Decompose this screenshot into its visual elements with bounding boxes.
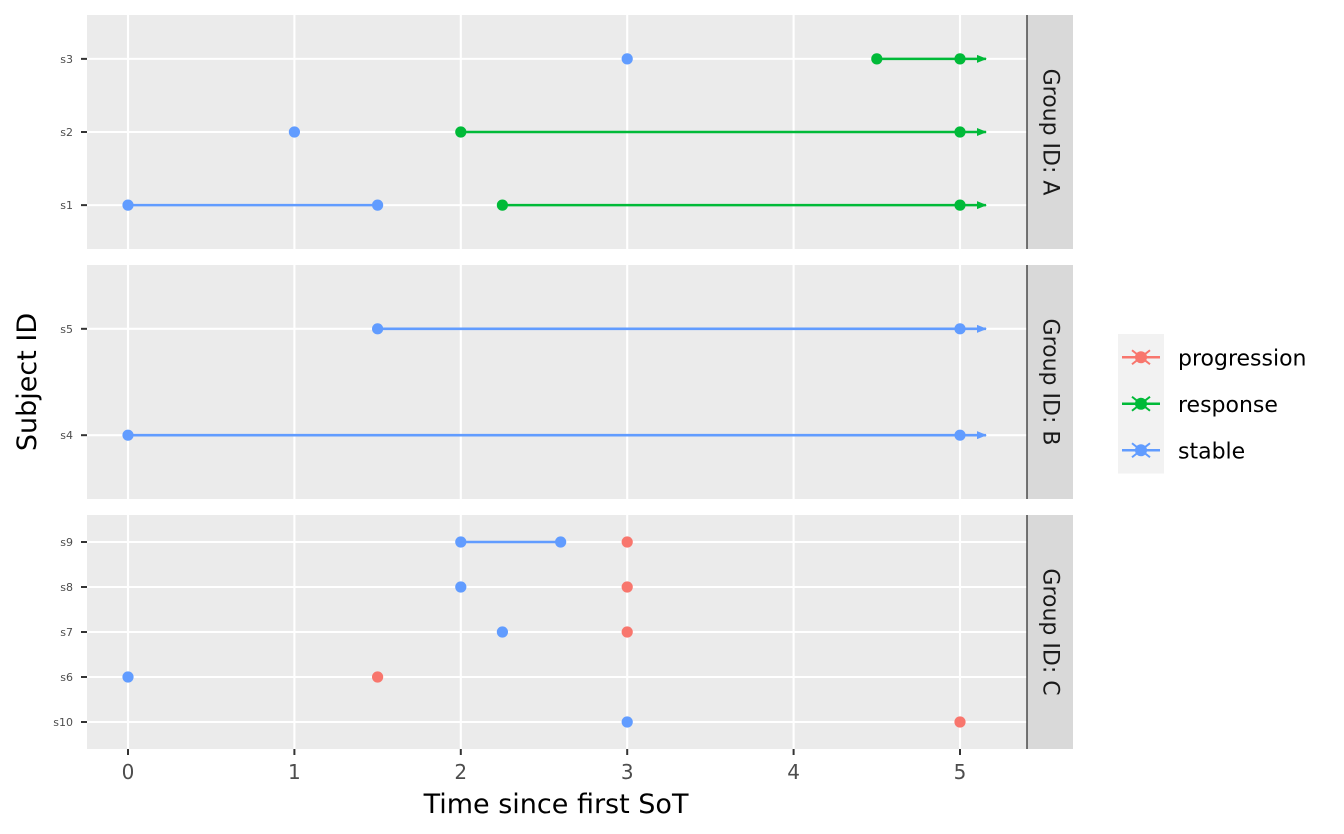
legend-key-point [1135,351,1147,364]
data-point [122,199,134,211]
legend-item-stable: stable [1118,427,1245,474]
y-tick-label: s9 [60,536,73,549]
facet-panel: s4 s5 Group ID: B [60,265,1073,499]
data-point [954,199,966,211]
legend-label: progression [1178,346,1307,371]
data-point [954,323,966,335]
facet-strip-label: Group ID: A [1038,69,1063,196]
facet-strip [1027,15,1073,249]
data-point [621,716,633,728]
y-tick-label: s6 [60,671,73,684]
panel-background [87,265,1027,499]
y-tick-label: s8 [60,581,73,594]
x-tick-label: 2 [454,760,467,784]
legend-key-point [1135,444,1147,457]
data-point [954,429,966,441]
data-point [455,581,467,593]
x-tick-label: 1 [288,760,301,784]
data-point [871,53,883,65]
data-point [621,53,633,65]
facet-panel: s1 s2 s3 Group ID: A [60,15,1073,249]
y-tick-label: s7 [60,626,73,639]
x-axis-title: Time since first SoT [423,789,689,820]
x-axis: 0 1 2 3 4 5 [122,749,967,784]
data-point [496,199,508,211]
data-point [122,429,134,441]
y-tick-label: s10 [53,716,73,729]
legend-item-progression: progression [1118,334,1307,381]
legend-label: stable [1178,439,1245,464]
facet-panel: s10 s6 s7 s8 s9 Group ID: C [53,515,1073,749]
data-point [621,536,633,548]
data-point [372,323,384,335]
data-point [621,581,633,593]
data-point [122,671,134,683]
facet-strip [1027,515,1073,749]
data-point [954,126,966,138]
data-point [372,199,384,211]
facet-strip-label: Group ID: B [1038,319,1063,446]
legend: progression response stable [1118,334,1307,474]
y-axis-title: Subject ID [12,313,43,451]
data-point [455,126,467,138]
data-point [372,671,384,683]
data-point [621,626,633,638]
x-tick-label: 4 [787,760,800,784]
x-tick-label: 0 [122,760,135,784]
y-tick-label: s3 [60,53,73,66]
data-point [455,536,467,548]
data-point [954,53,966,65]
x-tick-label: 5 [954,760,967,784]
facet-strip-label: Group ID: C [1038,568,1063,695]
y-tick-label: s5 [60,323,73,336]
legend-label: response [1178,393,1278,418]
data-point [496,626,508,638]
data-point [954,716,966,728]
data-point [288,126,300,138]
y-tick-label: s2 [60,126,73,139]
y-tick-label: s1 [60,199,73,212]
legend-key-point [1135,397,1147,410]
data-point [555,536,567,548]
facet-strip [1027,265,1073,499]
x-tick-label: 3 [621,760,634,784]
legend-item-response: response [1118,380,1278,427]
y-tick-label: s4 [60,429,73,442]
